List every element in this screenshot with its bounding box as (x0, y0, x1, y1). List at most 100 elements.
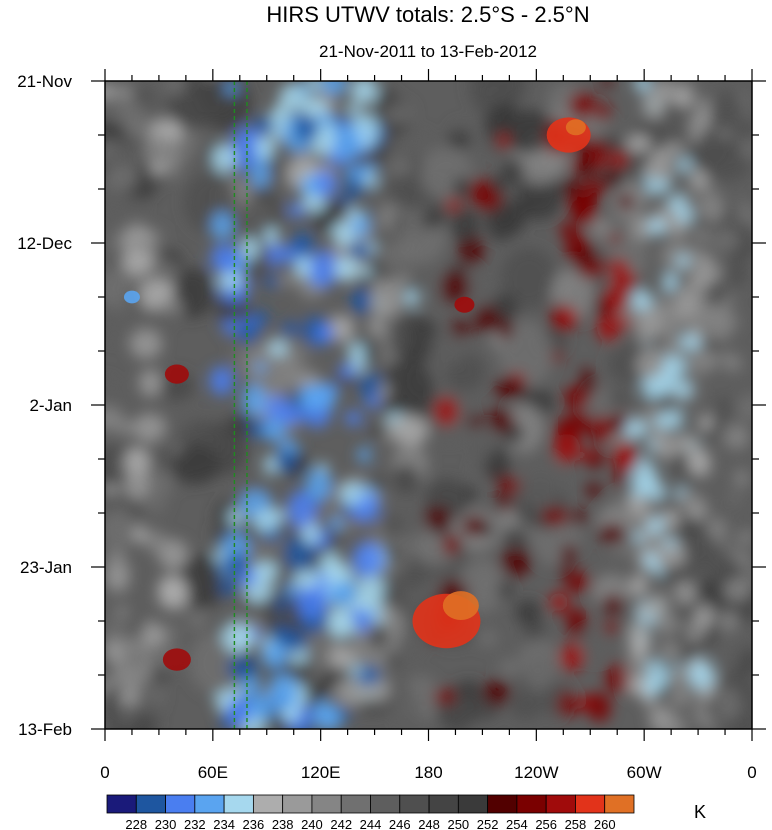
contour-blob (598, 523, 625, 544)
colorbar-label: 256 (535, 817, 557, 830)
contour-blob (122, 250, 153, 276)
colorbar-label: 246 (389, 817, 411, 830)
contour-blob (568, 628, 581, 638)
contour-blob (671, 433, 698, 455)
contour-blob (442, 591, 479, 620)
contour-blob (348, 207, 361, 222)
contour-blob (239, 237, 260, 260)
contour-blob (497, 132, 511, 149)
contour-blob (456, 680, 482, 699)
contour-blob (741, 140, 752, 160)
contour-blob (227, 509, 244, 527)
contour-blob (222, 552, 250, 576)
contour-blob (309, 249, 339, 288)
contour-blob (268, 673, 298, 711)
contour-blob (687, 128, 701, 139)
contour-blob (508, 690, 543, 720)
contour-blob (722, 578, 752, 602)
contour-blob (170, 441, 183, 456)
y-tick-label: 12-Dec (17, 234, 72, 253)
contour-blob (396, 312, 411, 328)
contour-blob (114, 97, 148, 123)
contour-blob (489, 679, 503, 691)
contour-blob (383, 514, 404, 539)
contour-blob (392, 316, 441, 363)
colorbar-label: 252 (477, 817, 499, 830)
colorbar-swatch (165, 794, 196, 814)
contour-blob (339, 363, 357, 378)
contour-blob (648, 704, 672, 729)
contour-blob (235, 631, 254, 649)
contour-blob (388, 157, 416, 177)
contour-blob (647, 481, 665, 500)
contour-blob (716, 643, 745, 665)
contour-blob (626, 134, 651, 153)
y-tick-label: 13-Feb (18, 720, 72, 739)
contour-blob (565, 119, 586, 136)
contour-blob (610, 269, 637, 292)
contour-blob (676, 491, 703, 511)
contour-blob (631, 214, 654, 241)
contour-blob (105, 482, 120, 498)
contour-blob (603, 620, 619, 635)
contour-blob (210, 243, 241, 274)
contour-blob (612, 442, 638, 472)
contour-blob (559, 222, 578, 239)
contour-blob (656, 342, 673, 355)
colorbar-swatch (457, 794, 489, 814)
contour-blob (211, 211, 234, 240)
contour-blob (564, 572, 592, 593)
contour-blob (730, 424, 745, 437)
contour-blob (463, 485, 477, 503)
contour-blob (346, 102, 362, 115)
contour-blob (127, 197, 144, 216)
contour-blob (165, 81, 187, 97)
contour-blob (497, 318, 514, 340)
contour-blob (551, 351, 564, 363)
contour-blob (334, 676, 370, 707)
colorbar-label: 242 (330, 817, 352, 830)
contour-blob (674, 581, 696, 605)
contour-blob (138, 492, 167, 514)
contour-blob (378, 608, 392, 619)
contour-blob (396, 102, 410, 115)
contour-blob (293, 114, 320, 143)
contour-blob (699, 194, 725, 224)
contour-blob (211, 143, 237, 174)
contour-blob (433, 396, 459, 426)
contour-blob (614, 474, 627, 487)
contour-blob (658, 640, 682, 664)
contour-blob (105, 325, 123, 342)
contour-blob (118, 686, 141, 710)
contour-blob (662, 272, 677, 292)
contour-blob (674, 380, 692, 399)
y-tick-label: 23-Jan (20, 558, 72, 577)
contour-blob (404, 289, 421, 307)
x-tick-label: 0 (100, 763, 109, 782)
contour-blob (105, 84, 115, 101)
contour-blob (306, 81, 324, 91)
contour-blob (328, 605, 358, 639)
colorbar: 228 230 232 234 236 238 240 242 244 246 248 250 252 2… (106, 794, 635, 830)
contour-blob (157, 314, 171, 327)
heatmap-field (105, 81, 752, 729)
contour-blob (138, 368, 162, 397)
colorbar-label: 260 (594, 817, 616, 830)
contour-blob (690, 169, 708, 188)
contour-blob (379, 358, 435, 428)
contour-blob (617, 193, 635, 211)
contour-blob (675, 255, 691, 267)
contour-blob (117, 704, 137, 728)
colorbar-label: 250 (447, 817, 469, 830)
contour-blob (561, 544, 577, 564)
contour-blob (566, 411, 591, 435)
contour-blob (331, 581, 357, 599)
colorbar-label: 234 (213, 817, 235, 830)
contour-blob (498, 81, 528, 101)
contour-blob (218, 579, 240, 596)
contour-blob (714, 396, 734, 421)
contour-blob (143, 135, 179, 168)
colorbar-swatch (370, 794, 401, 814)
contour-blob (654, 414, 672, 429)
contour-blob (673, 288, 698, 320)
